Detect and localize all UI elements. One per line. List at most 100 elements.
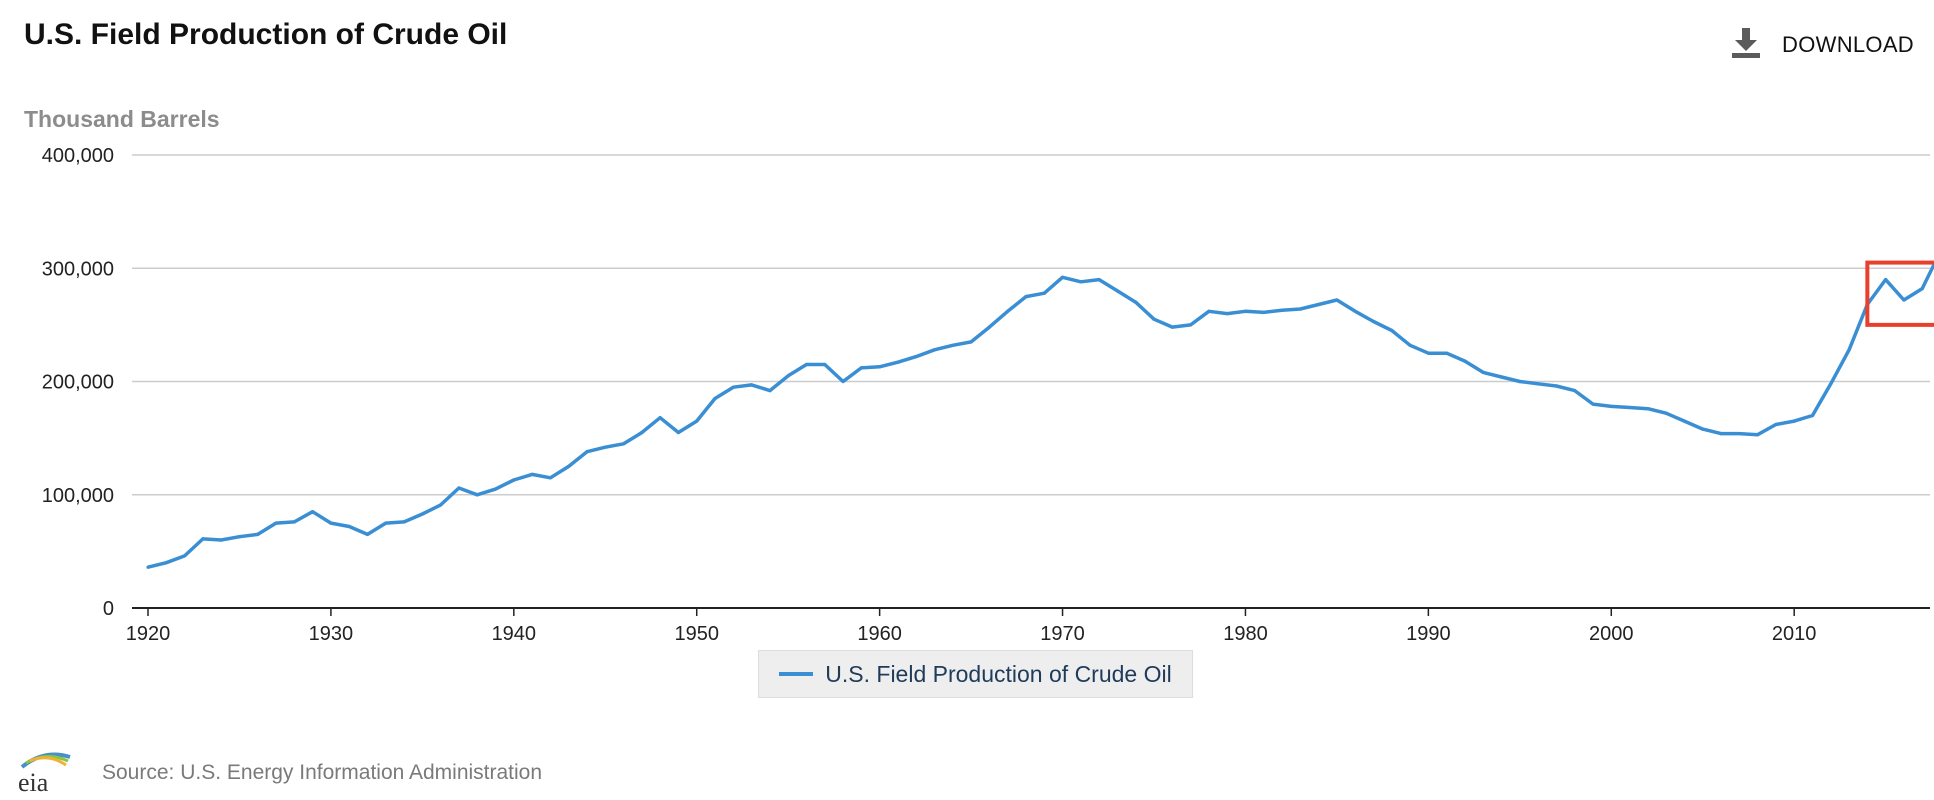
data-point xyxy=(1701,427,1705,431)
annotation-group xyxy=(1865,260,1934,327)
data-point xyxy=(347,524,351,529)
x-tick-label: 1940 xyxy=(492,623,537,640)
data-point xyxy=(457,486,461,490)
legend-item[interactable]: U.S. Field Production of Crude Oil xyxy=(758,650,1193,698)
data-point xyxy=(1664,411,1668,415)
data-point xyxy=(1536,382,1540,386)
x-tick-label: 1970 xyxy=(1040,623,1085,640)
x-tick-label: 1950 xyxy=(674,623,719,640)
x-tick-label: 2010 xyxy=(1772,623,1817,640)
gridlines xyxy=(132,154,1930,496)
data-point xyxy=(567,464,571,468)
data-point xyxy=(1207,309,1211,313)
data-point xyxy=(786,374,790,378)
data-point xyxy=(512,478,516,482)
data-point xyxy=(676,430,681,435)
data-point xyxy=(475,493,479,497)
x-tick-label: 1960 xyxy=(857,623,902,640)
x-tick-label: 1990 xyxy=(1406,623,1451,640)
data-point xyxy=(548,476,553,480)
download-button[interactable]: DOWNLOAD xyxy=(1730,26,1914,63)
x-tick-label: 1980 xyxy=(1223,623,1268,640)
data-point xyxy=(896,360,900,364)
data-point xyxy=(384,521,388,525)
y-axis-ticks: 0 100,000 200,000 300,000 400,000 xyxy=(42,145,114,620)
y-tick-label: 100,000 xyxy=(42,485,114,507)
data-point xyxy=(164,561,168,565)
data-point xyxy=(237,535,242,539)
data-point xyxy=(603,445,607,449)
data-point xyxy=(402,520,406,524)
data-point xyxy=(1189,323,1193,327)
data-point xyxy=(1792,419,1796,423)
data-point xyxy=(1097,278,1101,282)
data-point xyxy=(183,554,187,558)
download-icon xyxy=(1730,26,1762,63)
data-point xyxy=(1280,308,1284,312)
data-point xyxy=(1920,287,1924,291)
svg-text:eia: eia xyxy=(18,768,49,795)
data-point xyxy=(1518,379,1522,384)
data-point xyxy=(1262,310,1266,314)
data-point xyxy=(1573,389,1577,393)
data-point xyxy=(731,385,735,389)
eia-logo: eia xyxy=(14,745,74,800)
data-point xyxy=(914,355,918,359)
data-point xyxy=(841,379,845,384)
data-point xyxy=(987,325,992,329)
data-point xyxy=(585,450,589,454)
data-point xyxy=(695,419,699,423)
data-point xyxy=(219,538,223,542)
data-point xyxy=(1371,319,1376,324)
chart-title: U.S. Field Production of Crude Oil xyxy=(24,18,508,51)
data-point xyxy=(1134,300,1138,304)
data-point xyxy=(1847,348,1851,352)
data-point xyxy=(274,521,278,525)
data-point xyxy=(1591,402,1595,406)
series-group xyxy=(146,260,1934,569)
data-point xyxy=(768,389,772,393)
data-point xyxy=(1225,312,1229,316)
data-point xyxy=(878,365,882,369)
data-point xyxy=(329,521,333,525)
data-point xyxy=(1170,325,1174,329)
data-point xyxy=(750,383,754,387)
x-tick-label: 1930 xyxy=(309,623,354,640)
data-point xyxy=(1042,291,1046,295)
data-point xyxy=(1902,298,1906,302)
data-point xyxy=(1243,309,1248,313)
data-point xyxy=(1499,375,1504,379)
data-point xyxy=(530,472,534,476)
y-tick-label: 200,000 xyxy=(42,372,114,394)
data-point xyxy=(1024,295,1028,299)
data-point xyxy=(1115,289,1119,293)
data-point xyxy=(1628,405,1632,410)
data-point xyxy=(1152,317,1156,321)
data-point xyxy=(804,362,809,367)
legend-label: U.S. Field Production of Crude Oil xyxy=(825,660,1172,687)
data-point xyxy=(1646,407,1650,411)
x-axis: 1920 1930 1940 1950 1960 1970 1980 1990 2000 2010 xyxy=(126,607,1930,640)
data-point xyxy=(1463,359,1467,363)
data-point xyxy=(1756,433,1760,437)
source-note: Source: U.S. Energy Information Administ… xyxy=(102,760,543,784)
data-point xyxy=(640,430,644,435)
data-point xyxy=(1609,404,1613,408)
highlight-box xyxy=(1865,260,1934,327)
x-tick-label: 2000 xyxy=(1589,623,1634,640)
data-point xyxy=(1335,298,1339,302)
data-point xyxy=(1390,328,1394,333)
data-point xyxy=(1298,307,1302,311)
data-point xyxy=(1884,278,1888,282)
data-point xyxy=(201,537,205,541)
download-label: DOWNLOAD xyxy=(1782,31,1914,57)
data-point xyxy=(823,362,827,367)
data-point xyxy=(1445,351,1449,355)
data-point xyxy=(1554,384,1558,388)
y-tick-label: 400,000 xyxy=(42,145,114,167)
data-point xyxy=(365,532,370,537)
data-point xyxy=(859,366,863,370)
data-point xyxy=(1426,351,1430,355)
data-point xyxy=(292,520,296,524)
